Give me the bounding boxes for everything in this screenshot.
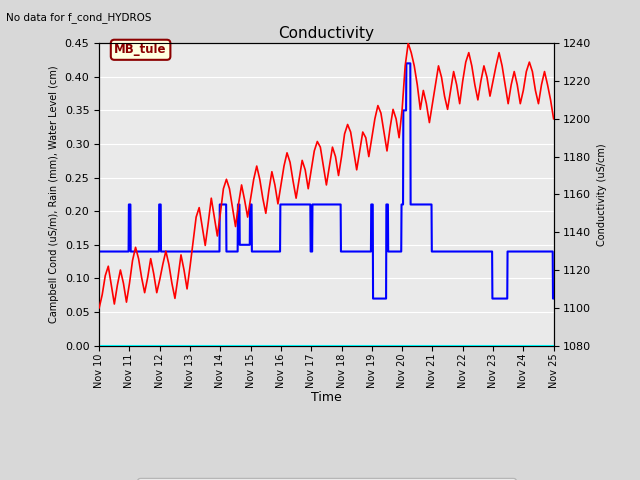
Text: No data for f_cond_HYDROS: No data for f_cond_HYDROS: [6, 12, 152, 23]
Y-axis label: Campbell Cond (uS/m), Rain (mm), Water Level (cm): Campbell Cond (uS/m), Rain (mm), Water L…: [49, 66, 59, 323]
Y-axis label: Conductivity (uS/cm): Conductivity (uS/cm): [597, 143, 607, 246]
Title: Conductivity: Conductivity: [278, 25, 374, 41]
X-axis label: Time: Time: [311, 391, 342, 404]
Text: MB_tule: MB_tule: [115, 43, 167, 56]
Legend: Water Level, ppt, Campbell cond (uS/cm): Water Level, ppt, Campbell cond (uS/cm): [138, 479, 515, 480]
